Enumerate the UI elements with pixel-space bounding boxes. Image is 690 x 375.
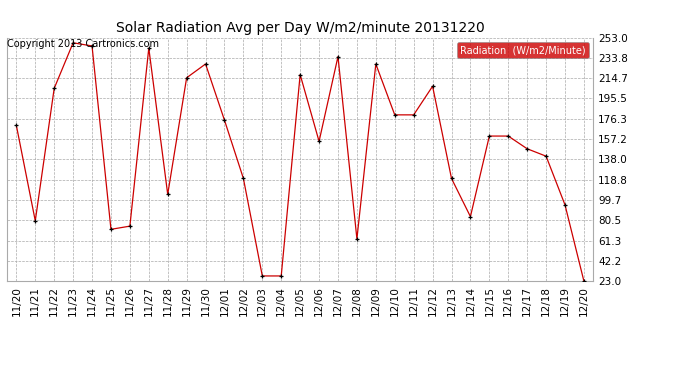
Legend: Radiation  (W/m2/Minute): Radiation (W/m2/Minute) [457,42,589,58]
Text: Copyright 2013 Cartronics.com: Copyright 2013 Cartronics.com [7,39,159,50]
Title: Solar Radiation Avg per Day W/m2/minute 20131220: Solar Radiation Avg per Day W/m2/minute … [116,21,484,35]
